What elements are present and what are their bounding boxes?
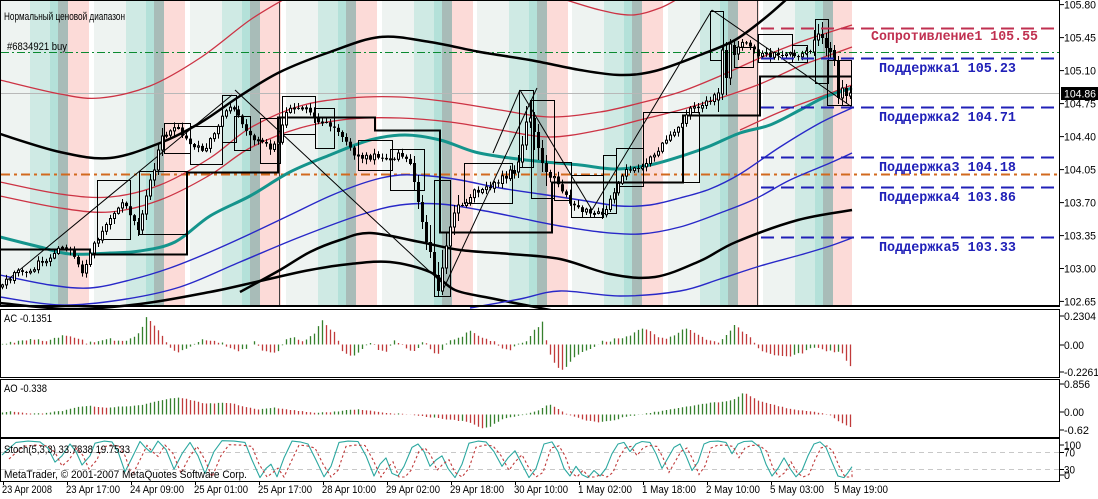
svg-text:0.00: 0.00 (1064, 407, 1084, 419)
svg-text:105.80: 105.80 (1064, 0, 1096, 12)
svg-text:-0.62: -0.62 (1064, 425, 1089, 437)
svg-text:Поддержка5 103.33: Поддержка5 103.33 (879, 241, 1016, 256)
svg-text:25 Apr 17:00: 25 Apr 17:00 (258, 484, 312, 496)
svg-text:Сопротивление1 105.55: Сопротивление1 105.55 (871, 30, 1038, 45)
svg-text:100: 100 (1064, 440, 1081, 452)
svg-text:103.35: 103.35 (1064, 231, 1096, 243)
svg-text:-0.2261: -0.2261 (1064, 367, 1098, 379)
svg-text:105.10: 105.10 (1064, 66, 1096, 78)
svg-text:0: 0 (1064, 470, 1070, 482)
svg-text:#6834921 buy: #6834921 buy (7, 41, 67, 53)
svg-text:AO -0.338: AO -0.338 (4, 383, 47, 395)
svg-text:Поддержка3 104.18: Поддержка3 104.18 (879, 161, 1016, 176)
svg-text:30: 30 (1064, 465, 1075, 477)
svg-text:28 Apr 10:00: 28 Apr 10:00 (322, 484, 376, 496)
svg-text:5 May 19:00: 5 May 19:00 (834, 484, 888, 496)
svg-text:29 Apr 18:00: 29 Apr 18:00 (450, 484, 504, 496)
svg-text:104.05: 104.05 (1064, 165, 1096, 177)
svg-text:104.75: 104.75 (1064, 99, 1096, 111)
svg-text:23 Apr 17:00: 23 Apr 17:00 (66, 484, 120, 496)
svg-text:25 Apr 01:00: 25 Apr 01:00 (194, 484, 248, 496)
svg-text:104.40: 104.40 (1064, 132, 1096, 144)
svg-text:30 Apr 10:00: 30 Apr 10:00 (514, 484, 568, 496)
svg-text:2 May 10:00: 2 May 10:00 (706, 484, 760, 496)
svg-text:0.2304: 0.2304 (1064, 311, 1096, 323)
svg-text:103.00: 103.00 (1064, 264, 1096, 276)
svg-text:105.45: 105.45 (1064, 33, 1096, 45)
svg-text:Поддержка4 103.86: Поддержка4 103.86 (879, 191, 1016, 206)
svg-text:29 Apr 02:00: 29 Apr 02:00 (386, 484, 440, 496)
svg-text:Поддержка1 105.23: Поддержка1 105.23 (879, 62, 1016, 77)
svg-text:102.65: 102.65 (1064, 296, 1096, 308)
svg-text:23 Apr 2008: 23 Apr 2008 (2, 484, 52, 496)
svg-text:Stoch(5,3,3) 33.7838 19.7533: Stoch(5,3,3) 33.7838 19.7533 (4, 444, 130, 456)
svg-text:104.86: 104.86 (1064, 89, 1096, 101)
svg-text:Нормальный ценовой диапазон: Нормальный ценовой диапазон (4, 11, 125, 23)
svg-text:0.856: 0.856 (1064, 379, 1090, 391)
svg-text:103.70: 103.70 (1064, 198, 1096, 210)
svg-text:70: 70 (1064, 448, 1075, 460)
svg-text:24 Apr 09:00: 24 Apr 09:00 (130, 484, 184, 496)
svg-text:Поддержка2 104.71: Поддержка2 104.71 (879, 111, 1016, 126)
svg-text:AC -0.1351: AC -0.1351 (4, 313, 52, 325)
svg-text:1 May 18:00: 1 May 18:00 (642, 484, 696, 496)
svg-text:MetaTrader, © 2001-2007 MetaQu: MetaTrader, © 2001-2007 MetaQuotes Softw… (4, 469, 247, 481)
svg-text:1 May 02:00: 1 May 02:00 (578, 484, 632, 496)
svg-text:0.00: 0.00 (1064, 340, 1084, 352)
svg-text:5 May 03:00: 5 May 03:00 (770, 484, 824, 496)
